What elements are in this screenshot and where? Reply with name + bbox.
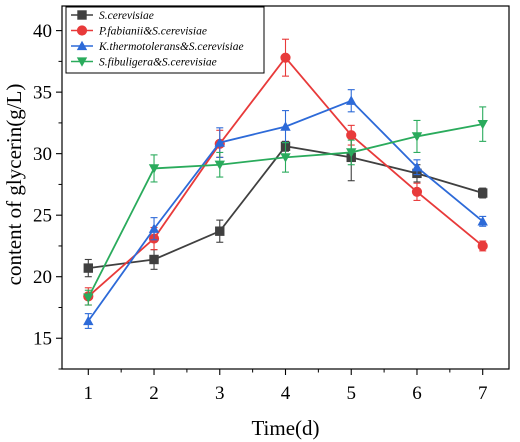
data-point — [346, 95, 357, 105]
y-tick-label: 40 — [33, 21, 52, 42]
data-point — [346, 148, 357, 158]
legend-marker — [76, 57, 88, 67]
series-4 — [83, 106, 488, 306]
x-tick-label: 7 — [478, 383, 488, 404]
data-point — [215, 226, 225, 236]
y-tick-label: 30 — [33, 144, 52, 165]
x-axis-title: Time(d) — [251, 416, 319, 440]
axes: 1 2 3 4 5 6 7 15 20 25 30 35 40 — [33, 5, 510, 404]
data-point — [148, 164, 160, 174]
data-point — [83, 315, 94, 326]
y-tick-label: 20 — [33, 267, 52, 288]
data-point — [411, 161, 423, 172]
legend-marker — [77, 10, 87, 20]
data-point — [346, 130, 357, 141]
data-point — [83, 293, 94, 303]
legend-marker — [76, 40, 88, 51]
y-tick-label: 35 — [33, 83, 52, 104]
data-point — [280, 121, 291, 131]
legend-label: S.cerevisiae — [99, 10, 154, 22]
x-tick-label: 1 — [84, 383, 94, 404]
data-point — [83, 263, 93, 273]
y-tick-label: 15 — [33, 329, 52, 350]
x-tick-label: 6 — [412, 383, 422, 404]
x-tick-label: 2 — [149, 383, 159, 404]
x-tick-label: 5 — [346, 383, 356, 404]
legend-label: K.thermotolerans&S.cerevisiae — [98, 41, 244, 53]
plot-area — [83, 38, 488, 329]
legend-label: S.fibuligera&S.cerevisiae — [99, 57, 217, 69]
data-point — [411, 132, 423, 142]
data-point — [214, 137, 225, 147]
y-axis-title: content of glycerin(g/L) — [2, 84, 26, 286]
legend-box — [65, 6, 265, 74]
data-point — [280, 52, 291, 63]
y-tick-label: 25 — [33, 206, 52, 227]
legend-marker — [76, 25, 88, 36]
data-point — [280, 153, 291, 163]
data-point — [148, 223, 160, 233]
data-point — [214, 160, 225, 170]
data-point — [477, 216, 488, 226]
data-point — [477, 240, 488, 252]
data-point — [478, 188, 488, 198]
legend: S.cerevisiae P.fabianii&S.cerevisiae K.the… — [65, 6, 265, 74]
data-point — [477, 119, 488, 130]
x-tick-label: 3 — [215, 383, 225, 404]
data-point — [149, 254, 159, 265]
series-3 — [83, 89, 488, 329]
x-tick-label: 4 — [281, 383, 291, 404]
data-point — [411, 186, 423, 197]
legend-label: P.fabianii&S.cerevisiae — [98, 26, 207, 38]
